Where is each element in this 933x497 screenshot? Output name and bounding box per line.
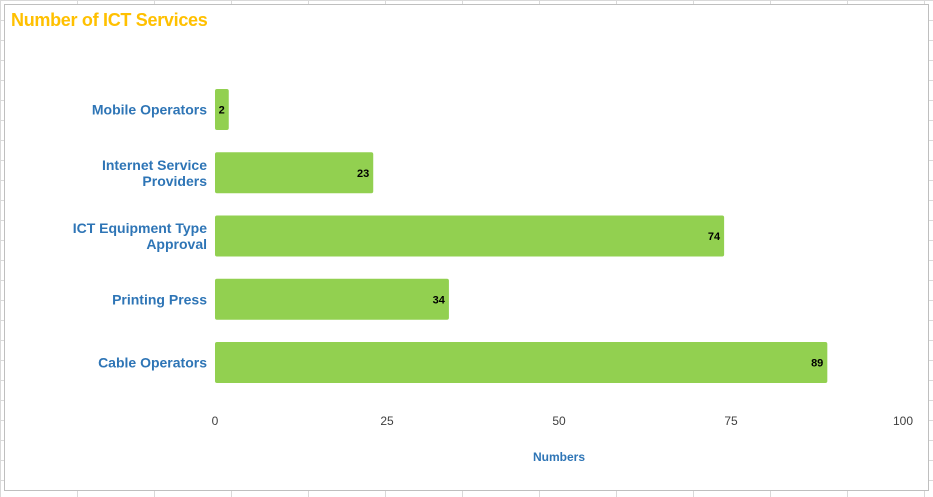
bars-layer: 2 23 74 34 89 [215,89,828,383]
category-labels: Mobile Operators Internet Service Provider… [73,102,208,371]
bar[interactable] [215,152,374,194]
bar[interactable] [215,342,828,383]
x-tick-label: 25 [380,414,394,428]
category-label: Mobile Operators [92,102,207,118]
category-label: Internet Service Providers [102,157,207,189]
data-label: 2 [219,105,225,117]
x-axis-title: Numbers [533,450,585,464]
chart-title: Number of ICT Services [11,10,208,30]
data-label: 23 [357,168,369,180]
x-tick-label: 0 [212,414,219,428]
data-label: 89 [811,358,823,370]
x-tick-label: 75 [724,414,738,428]
x-tick-label: 50 [552,414,566,428]
x-axis-ticks: 0 25 50 75 100 [212,414,914,428]
chart-area[interactable]: Number of ICT Services [4,4,929,491]
category-label: ICT Equipment Type Approval [73,220,208,252]
category-label: Printing Press [112,291,207,307]
bar[interactable] [215,89,229,130]
bar[interactable] [215,278,449,320]
data-label: 74 [708,231,721,243]
category-label: Cable Operators [98,355,207,371]
bar[interactable] [215,215,725,257]
data-label: 34 [433,294,446,306]
x-tick-label: 100 [893,414,913,428]
